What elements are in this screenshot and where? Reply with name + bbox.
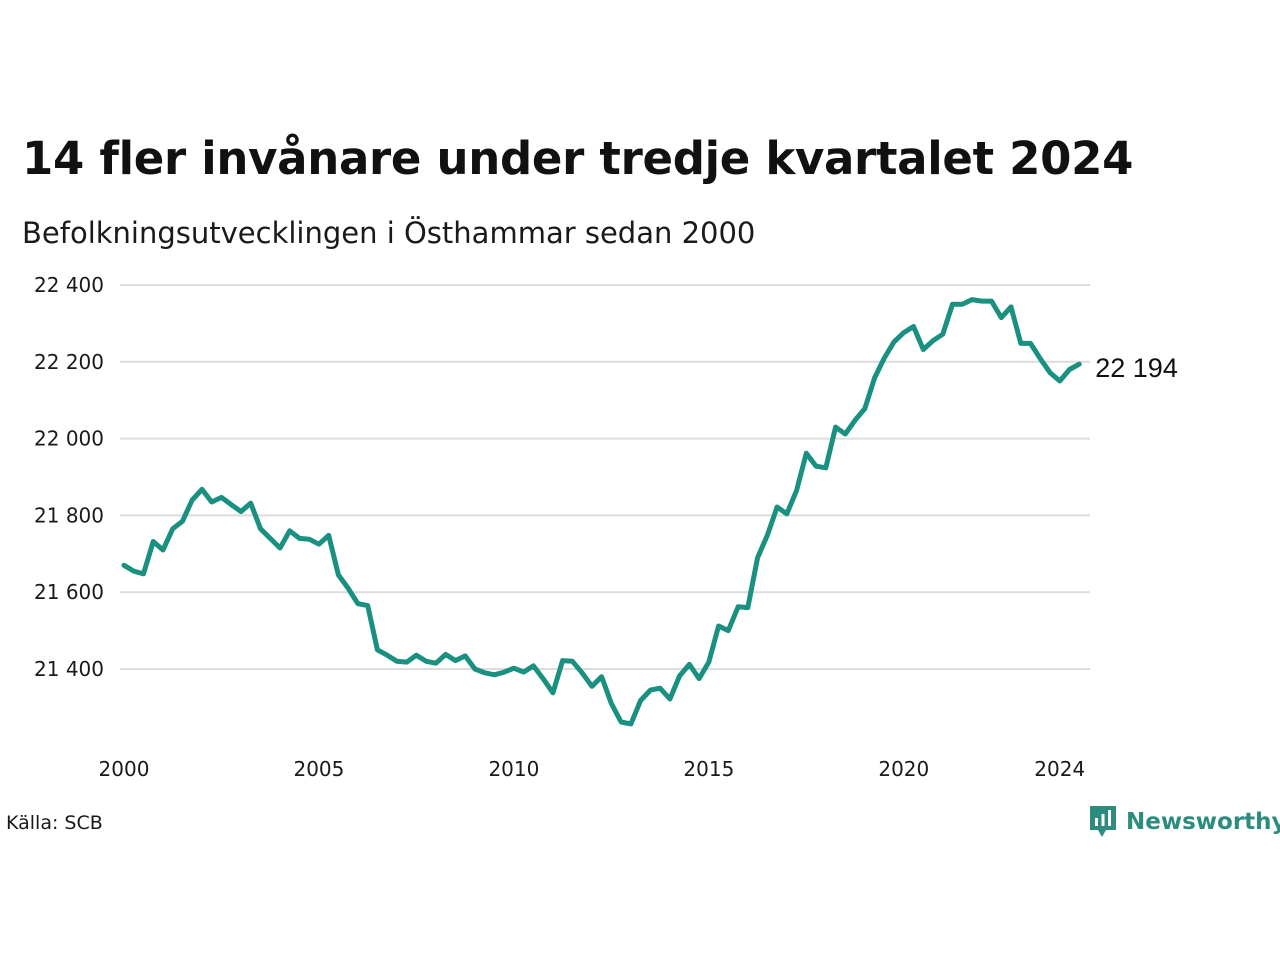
y-tick-label: 21 800 <box>34 503 104 527</box>
x-tick-label: 2024 <box>1034 757 1085 781</box>
y-tick-label: 21 600 <box>34 580 104 604</box>
x-tick-label: 2005 <box>293 757 344 781</box>
series-population <box>121 297 1082 727</box>
population-line <box>121 297 1082 727</box>
y-axis-ticks: 21 400 21 600 21 800 22 000 22 200 22 400 <box>34 273 104 681</box>
x-tick-label: 2000 <box>99 757 150 781</box>
newsworthy-logo-icon <box>1090 806 1116 837</box>
x-tick-label: 2010 <box>488 757 539 781</box>
y-tick-label: 21 400 <box>34 657 104 681</box>
chart-title: 14 fler invånare under tredje kvartalet … <box>22 132 1134 185</box>
gridlines <box>120 284 1090 670</box>
y-tick-label: 22 400 <box>34 273 104 297</box>
x-tick-label: 2015 <box>683 757 734 781</box>
x-tick-label: 2020 <box>878 757 929 781</box>
newsworthy-logo-text: Newsworthy <box>1126 809 1280 835</box>
chart-subtitle: Befolkningsutvecklingen i Östhammar seda… <box>22 216 756 250</box>
end-value-label: 22 194 <box>1095 353 1178 383</box>
x-axis-ticks: 2000 2005 2010 2015 2020 2024 <box>99 757 1086 781</box>
y-tick-label: 22 000 <box>34 427 104 451</box>
line-chart: 21 400 21 600 21 800 22 000 22 200 22 400 200… <box>34 273 1178 781</box>
y-tick-label: 22 200 <box>34 350 104 374</box>
newsworthy-logo: Newsworthy <box>1088 804 1280 840</box>
source-note: Källa: SCB <box>6 812 103 834</box>
